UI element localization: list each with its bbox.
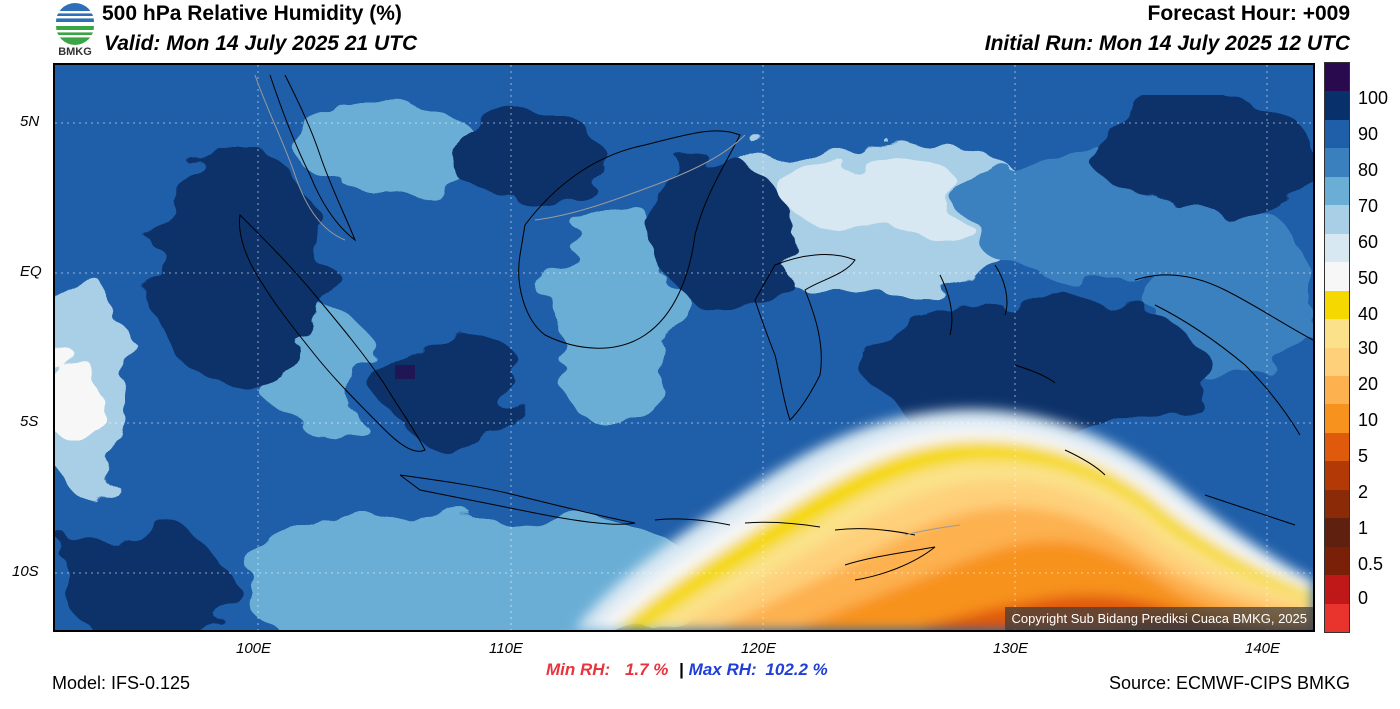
copyright-notice: Copyright Sub Bidang Prediksi Cuaca BMKG… [1005,607,1313,630]
max-rh-value: 102.2 % [765,660,828,679]
colorbar-label: 50 [1358,268,1379,288]
initial-run: Initial Run: Mon 14 July 2025 12 UTC [984,32,1350,55]
colorbar-segment [1325,489,1349,519]
colorbar-label: 10 [1358,410,1379,430]
colorbar-segment [1325,546,1349,576]
humidity-map: Copyright Sub Bidang Prediksi Cuaca BMKG… [53,63,1315,632]
colorbar-segment [1325,148,1349,178]
lon-tick-110e: 110E [489,640,523,657]
source-label: Source: ECMWF-CIPS BMKG [1108,673,1350,693]
stats-separator: | [679,660,684,679]
colorbar-label: 30 [1358,338,1379,358]
lat-tick-5n: 5N [20,113,40,130]
colorbar-segment [1325,404,1349,434]
colorbar-segment [1325,461,1349,491]
colorbar-segment [1325,290,1349,320]
colorbar-label: 2 [1358,482,1369,502]
lat-tick-5s: 5S [20,413,39,430]
colorbar-label: 0.5 [1358,554,1384,574]
colorbar-label: 20 [1358,374,1379,394]
colorbar-label: 90 [1358,124,1379,144]
colorbar-segment [1325,233,1349,263]
lon-tick-100e: 100E [236,640,272,657]
lat-tick-10s: 10S [12,563,39,580]
colorbar-segment [1325,262,1349,292]
colorbar-segment [1325,518,1349,548]
colorbar-segment [1325,319,1349,348]
colorbar-label: 1 [1358,518,1369,538]
lon-tick-140e: 140E [1245,640,1281,657]
chart-title: 500 hPa Relative Humidity (%) [102,2,402,25]
colorbar-segment [1325,176,1349,206]
forecast-hour: Forecast Hour: +009 [1147,2,1351,25]
borders [254,74,961,536]
colorbar-label: 70 [1358,196,1379,216]
valid-time: Valid: Mon 14 July 2025 21 UTC [104,32,418,55]
colorbar-segment [1325,91,1349,121]
colorbar-segment [1325,205,1349,235]
colorbar-segment [1325,119,1349,149]
colorbar-segment [1325,375,1349,405]
colorbar-segment [1325,575,1349,605]
lat-tick-eq: EQ [20,263,42,280]
colorbar-label: 5 [1358,446,1369,466]
min-rh-label: Min RH: [546,660,611,679]
humidity-field [55,65,1313,630]
bmkg-logo: BMKG [52,2,98,60]
colorbar-label: 100 [1358,88,1389,108]
colorbar-labels: 100 90 80 70 60 50 40 30 20 10 5 2 1 0.5 0 [1356,62,1400,633]
logo-text: BMKG [58,46,92,58]
bmkg-logo-icon [56,3,94,45]
rh-stats: Min RH: 1.7 % | Max RH: 102.2 % [546,660,828,680]
min-rh-value: 1.7 % [624,660,669,679]
colorbar-label: 40 [1358,304,1379,324]
colorbar-label: 60 [1358,232,1379,252]
lon-tick-120e: 120E [741,640,777,657]
coastlines [238,74,1313,581]
colorbar-segment [1325,63,1349,92]
lat-lon-grid [55,65,1313,630]
colorbar-label: 0 [1358,588,1369,608]
max-rh-label: Max RH: [688,660,757,679]
colorbar-segment [1325,432,1349,462]
colorbar-label: 80 [1358,160,1379,180]
model-label: Model: IFS-0.125 [52,673,191,693]
colorbar [1324,62,1350,633]
colorbar-segment [1325,603,1349,633]
colorbar-segment [1325,347,1349,377]
lon-tick-130e: 130E [993,640,1029,657]
